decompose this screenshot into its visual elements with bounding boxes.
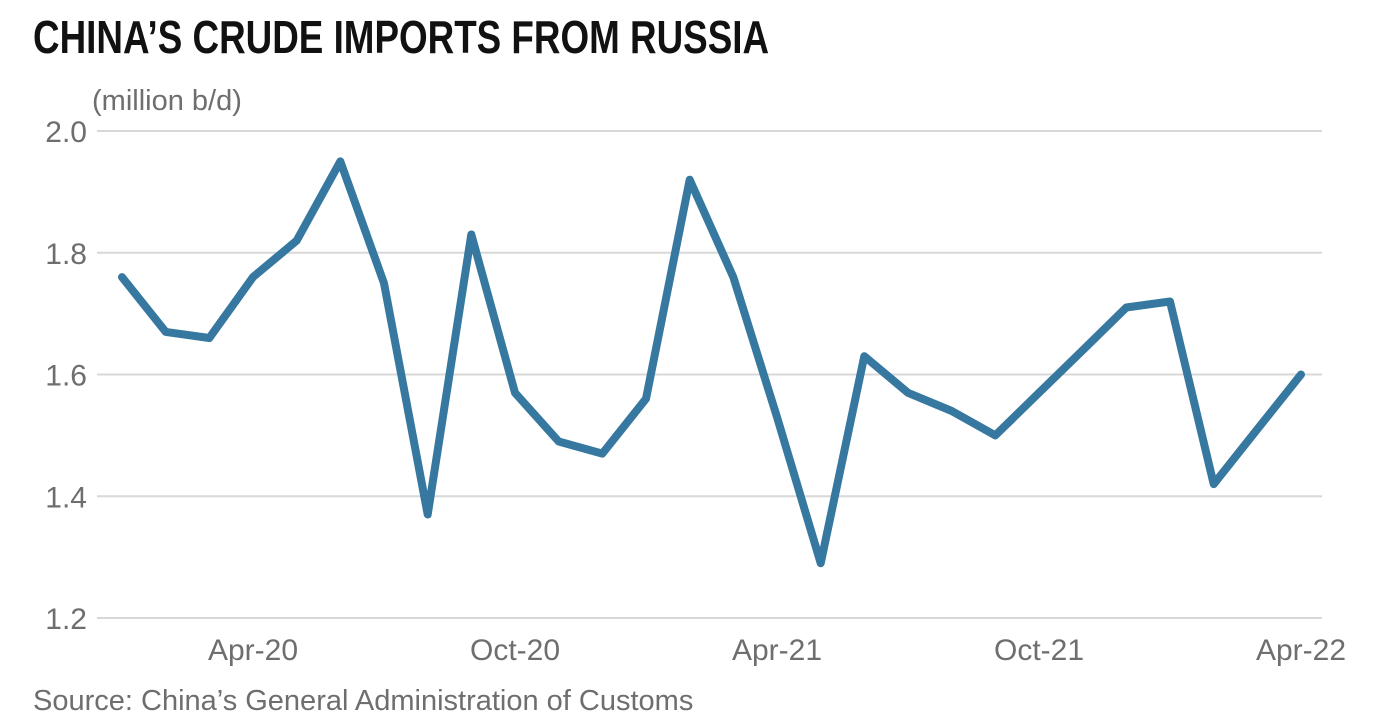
y-axis-tick-label: 1.4 [45, 481, 87, 514]
source-caption: Source: China’s General Administration o… [33, 685, 694, 717]
imports-line-series [118, 157, 1305, 568]
y-axis-tick-label: 2.0 [45, 116, 87, 149]
x-axis-tick-label: Oct-21 [994, 634, 1084, 667]
x-axis-tick-label: Apr-20 [208, 634, 298, 667]
chart-units-label: (million b/d) [92, 85, 242, 117]
chart-title: CHINA’S CRUDE IMPORTS FROM RUSSIA [33, 11, 770, 63]
x-axis-tick-label: Apr-21 [732, 634, 822, 667]
y-axis-tick-label: 1.8 [45, 238, 87, 271]
x-axis-tick-label: Apr-22 [1256, 634, 1346, 667]
y-axis-tick-label: 1.6 [45, 360, 87, 393]
y-axis-tick-label: 1.2 [45, 603, 87, 636]
x-axis-tick-label: Oct-20 [470, 634, 560, 667]
